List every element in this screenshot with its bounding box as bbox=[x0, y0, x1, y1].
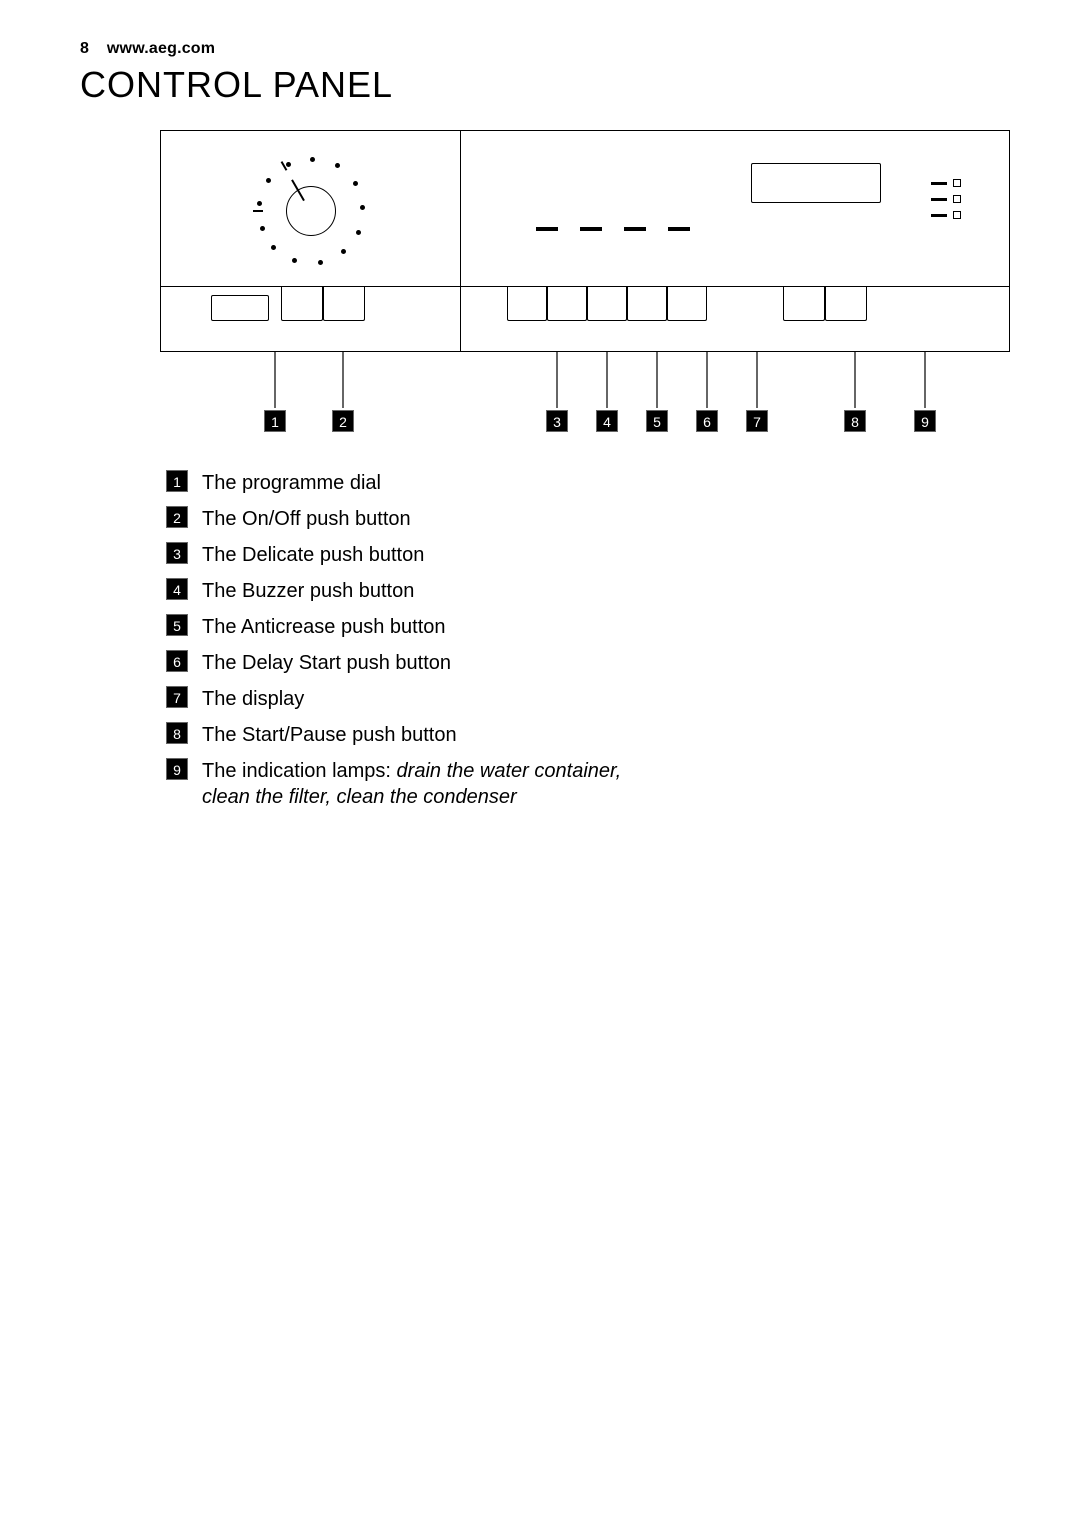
segment-row-icon bbox=[536, 227, 690, 231]
legend-chip: 7 bbox=[166, 686, 188, 708]
legend-chip: 2 bbox=[166, 506, 188, 528]
panel-button-icon bbox=[323, 287, 365, 321]
indicator-lamp-column bbox=[931, 179, 961, 219]
segment-dash-icon bbox=[624, 227, 646, 231]
dial-dot-icon bbox=[310, 157, 315, 162]
indicator-lamp-icon bbox=[931, 211, 961, 219]
dial-tick-icon bbox=[253, 210, 263, 212]
segment-dash-icon bbox=[668, 227, 690, 231]
legend-item: 6 The Delay Start push button bbox=[166, 650, 666, 676]
panel-button-icon bbox=[211, 295, 269, 321]
programme-dial-icon bbox=[251, 151, 371, 271]
dial-dot-icon bbox=[260, 226, 265, 231]
dial-cell bbox=[161, 131, 461, 286]
dial-dot-icon bbox=[286, 162, 291, 167]
diagram-row-bottom bbox=[161, 286, 1009, 351]
panel-button-icon bbox=[825, 287, 867, 321]
legend-chip: 1 bbox=[166, 470, 188, 492]
page-number: 8 bbox=[80, 40, 89, 58]
callout-chip: 9 bbox=[914, 410, 936, 432]
panel-button-icon bbox=[667, 287, 707, 321]
lamp-light-icon bbox=[953, 195, 961, 203]
buttons-left-cell bbox=[161, 287, 461, 351]
lamp-light-icon bbox=[953, 211, 961, 219]
legend-item: 9 The indication lamps: drain the water c… bbox=[166, 758, 666, 810]
dial-dot-icon bbox=[341, 249, 346, 254]
dial-dot-icon bbox=[353, 181, 358, 186]
legend-text: The display bbox=[202, 686, 304, 712]
legend-text: The On/Off push button bbox=[202, 506, 411, 532]
lamp-label-bar-icon bbox=[931, 198, 947, 201]
callout-chip: 6 bbox=[696, 410, 718, 432]
callout-chip: 3 bbox=[546, 410, 568, 432]
callout-chip: 2 bbox=[332, 410, 354, 432]
dial-dot-icon bbox=[266, 178, 271, 183]
legend-item: 8 The Start/Pause push button bbox=[166, 722, 666, 748]
legend-text: The Buzzer push button bbox=[202, 578, 414, 604]
legend-chip: 9 bbox=[166, 758, 188, 780]
legend-text: The Start/Pause push button bbox=[202, 722, 457, 748]
display-cell bbox=[461, 131, 1009, 286]
legend-item: 4 The Buzzer push button bbox=[166, 578, 666, 604]
panel-button-icon bbox=[587, 287, 627, 321]
legend-chip: 8 bbox=[166, 722, 188, 744]
control-panel-diagram bbox=[160, 130, 1010, 352]
legend-item: 1 The programme dial bbox=[166, 470, 666, 496]
dial-dot-icon bbox=[271, 245, 276, 250]
segment-dash-icon bbox=[580, 227, 602, 231]
dial-dot-icon bbox=[318, 260, 323, 265]
legend-item: 3 The Delicate push button bbox=[166, 542, 666, 568]
legend-chip: 3 bbox=[166, 542, 188, 564]
panel-button-icon bbox=[547, 287, 587, 321]
panel-button-icon bbox=[281, 287, 323, 321]
page-header: 8 www.aeg.com bbox=[80, 40, 1000, 58]
callout-chip: 7 bbox=[746, 410, 768, 432]
buttons-right-cell bbox=[461, 287, 1009, 351]
legend-chip: 4 bbox=[166, 578, 188, 600]
dial-dot-icon bbox=[292, 258, 297, 263]
lamp-light-icon bbox=[953, 179, 961, 187]
lamp-label-bar-icon bbox=[931, 214, 947, 217]
callout-chip: 8 bbox=[844, 410, 866, 432]
legend-text: The Anticrease push button bbox=[202, 614, 446, 640]
legend-text: The programme dial bbox=[202, 470, 381, 496]
dial-dot-icon bbox=[257, 201, 262, 206]
callout-area: 1 2 3 4 5 6 7 8 9 bbox=[160, 352, 1010, 442]
dial-ring-icon bbox=[286, 186, 336, 236]
legend-list: 1 The programme dial 2 The On/Off push butt… bbox=[166, 470, 666, 810]
legend-text: The indication lamps: drain the water co… bbox=[202, 758, 666, 810]
legend-chip: 5 bbox=[166, 614, 188, 636]
time-display-icon bbox=[751, 163, 881, 203]
legend-text: The Delay Start push button bbox=[202, 650, 451, 676]
panel-button-icon bbox=[627, 287, 667, 321]
dial-dot-icon bbox=[360, 205, 365, 210]
callout-chip: 5 bbox=[646, 410, 668, 432]
panel-button-icon bbox=[507, 287, 547, 321]
site-url: www.aeg.com bbox=[107, 40, 215, 58]
callout-chip: 4 bbox=[596, 410, 618, 432]
indicator-lamp-icon bbox=[931, 179, 961, 187]
legend-chip: 6 bbox=[166, 650, 188, 672]
control-panel-figure: 1 2 3 4 5 6 7 8 9 bbox=[160, 130, 1010, 442]
legend-item: 5 The Anticrease push button bbox=[166, 614, 666, 640]
lamp-label-bar-icon bbox=[931, 182, 947, 185]
legend-text: The Delicate push button bbox=[202, 542, 424, 568]
callout-chip: 1 bbox=[264, 410, 286, 432]
panel-button-icon bbox=[783, 287, 825, 321]
legend-item: 7 The display bbox=[166, 686, 666, 712]
page: 8 www.aeg.com CONTROL PANEL 1 2 3 4 5 6 7 8 9 bbox=[0, 0, 1080, 1529]
dial-dot-icon bbox=[356, 230, 361, 235]
diagram-row-top bbox=[161, 131, 1009, 286]
legend-item: 2 The On/Off push button bbox=[166, 506, 666, 532]
callout-lines bbox=[160, 352, 1010, 442]
dial-dot-icon bbox=[335, 163, 340, 168]
page-title: CONTROL PANEL bbox=[80, 64, 1000, 106]
indicator-lamp-icon bbox=[931, 195, 961, 203]
segment-dash-icon bbox=[536, 227, 558, 231]
